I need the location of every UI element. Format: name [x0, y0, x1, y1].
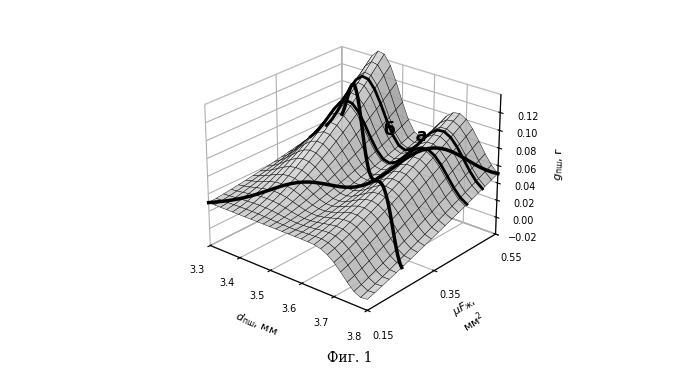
X-axis label: $d_{\rm пш}$, мм: $d_{\rm пш}$, мм: [233, 309, 279, 339]
Y-axis label: $\mu F_{\rm ж}$,
мм$^2$: $\mu F_{\rm ж}$, мм$^2$: [450, 294, 489, 335]
Text: Фиг. 1: Фиг. 1: [326, 351, 373, 365]
